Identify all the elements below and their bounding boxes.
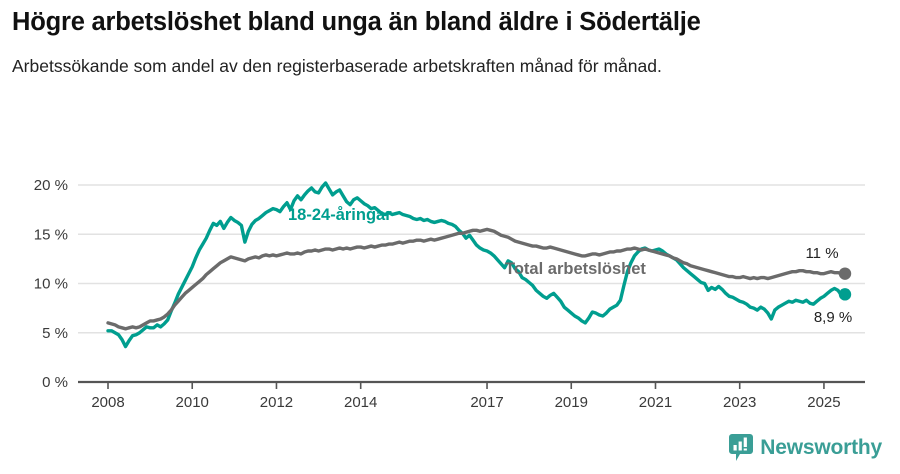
- series-label-total: Total arbetslöshet: [505, 260, 646, 278]
- newsworthy-logo: Newsworthy: [729, 434, 882, 462]
- page-title: Högre arbetslöshet bland unga än bland ä…: [12, 8, 701, 36]
- end-value-label-total: 11 %: [805, 245, 838, 262]
- y-axis-tick-label: 10 %: [34, 276, 68, 293]
- series-line: [106, 181, 847, 349]
- end-value-label-youth: 8,9 %: [814, 309, 852, 326]
- x-axis-tick-label: 2025: [807, 394, 840, 411]
- x-axis-tick-label: 2023: [723, 394, 756, 411]
- y-axis-tick-label: 15 %: [34, 226, 68, 243]
- x-axis-tick-label: 2017: [470, 394, 503, 411]
- x-axis-tick-label: 2008: [91, 394, 124, 411]
- x-axis-tick-label: 2019: [555, 394, 588, 411]
- series-label-youth: 18-24-åringar: [288, 206, 392, 224]
- x-axis-tick-label: 2010: [176, 394, 209, 411]
- y-axis-tick-label: 20 %: [34, 177, 68, 194]
- x-axis-tick-label: 2021: [639, 394, 672, 411]
- chart-subtitle: Arbetssökande som andel av den registerb…: [12, 56, 662, 77]
- x-axis-tick-label: 2014: [344, 394, 377, 411]
- logo-text: Newsworthy: [760, 436, 882, 459]
- series-end-dot: [838, 288, 852, 301]
- bar-chart-bubble-icon: [729, 434, 754, 461]
- series-end-dot: [838, 267, 852, 280]
- x-axis-tick-label: 2012: [260, 394, 293, 411]
- series-line: [106, 227, 847, 331]
- y-axis-tick-label: 0 %: [42, 374, 68, 391]
- y-axis-tick-label: 5 %: [42, 325, 68, 342]
